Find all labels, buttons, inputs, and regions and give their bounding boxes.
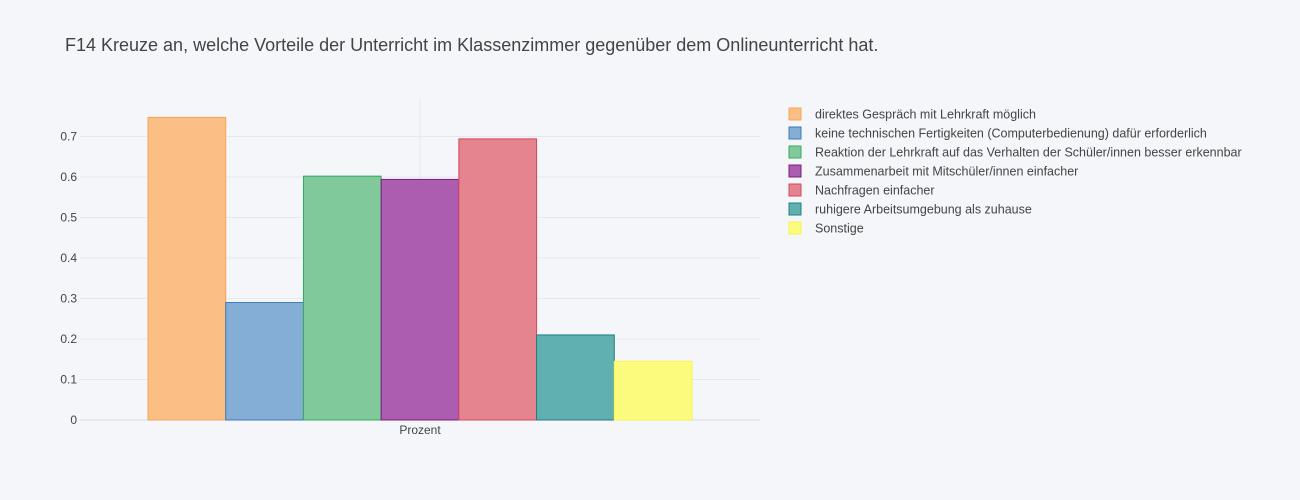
y-tick-label: 0 [70,413,77,427]
legend-swatch [788,221,802,235]
legend-swatch [788,107,802,121]
x-tick-label: Prozent [399,423,441,437]
bar-5 [458,138,538,421]
legend: direktes Gespräch mit Lehrkraft möglich k… [788,107,1242,236]
y-tick-label: 0.7 [60,129,77,143]
bar-1 [147,116,227,421]
y-tick-label: 0.1 [60,372,77,386]
legend-label: ruhigere Arbeitsumgebung als zuhause [815,203,1032,217]
legend-label: Zusammenarbeit mit Mitschüler/innen einf… [815,165,1078,179]
y-tick-label: 0.6 [60,170,77,184]
axis-layer: 0 0.1 0.2 0.3 0.4 0.5 0.6 0.7 Prozent [60,129,441,437]
bar-4 [380,178,460,421]
legend-swatch [788,202,802,216]
y-tick-label: 0.3 [60,291,77,305]
legend-item[interactable]: Nachfragen einfacher [788,183,935,198]
legend-swatch [788,145,802,159]
bar-6 [536,334,615,421]
legend-swatch [788,164,802,178]
legend-item[interactable]: Sonstige [788,221,864,236]
legend-label: Reaktion der Lehrkraft auf das Verhalten… [815,146,1242,160]
bar-2 [225,302,304,421]
legend-label: direktes Gespräch mit Lehrkraft möglich [815,108,1036,122]
bar-3 [302,175,382,421]
bars-layer [147,116,693,421]
legend-swatch [788,126,802,140]
legend-label: Sonstige [815,222,864,236]
legend-label: keine technischen Fertigkeiten (Computer… [815,127,1207,141]
y-tick-label: 0.4 [60,251,77,265]
legend-item[interactable]: Zusammenarbeit mit Mitschüler/innen einf… [788,164,1078,179]
legend-item[interactable]: Reaktion der Lehrkraft auf das Verhalten… [788,145,1242,160]
legend-item[interactable]: ruhigere Arbeitsumgebung als zuhause [788,202,1032,217]
legend-item[interactable]: direktes Gespräch mit Lehrkraft möglich [788,107,1036,122]
legend-swatch [788,183,802,197]
y-tick-label: 0.2 [60,332,77,346]
bar-7 [613,360,693,421]
chart-title: F14 Kreuze an, welche Vorteile der Unter… [65,35,878,55]
legend-item[interactable]: keine technischen Fertigkeiten (Computer… [788,126,1207,141]
y-tick-label: 0.5 [60,210,77,224]
legend-label: Nachfragen einfacher [815,184,935,198]
